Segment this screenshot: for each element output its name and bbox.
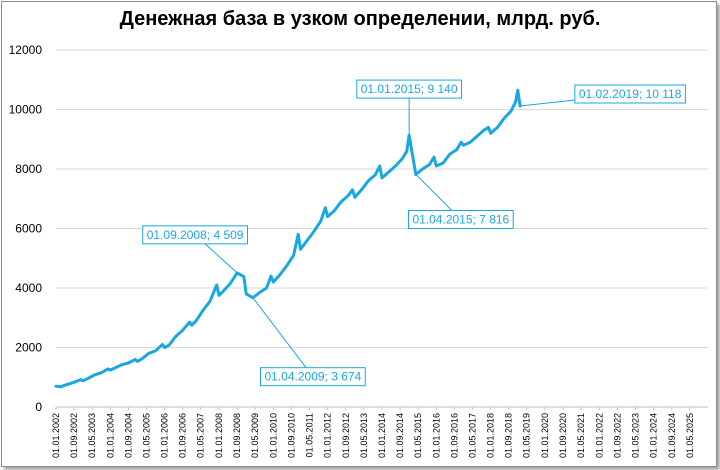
y-tick-labels: 0 2000 4000 6000 8000 10000 12000 xyxy=(9,43,43,414)
x-tick-label: 01.01.2012 xyxy=(323,413,333,458)
x-tick-label: 01.01.2018 xyxy=(486,413,496,458)
annotation-label: 01.04.2009; 3 674 xyxy=(264,370,361,384)
annotations: 01.09.2008; 4 509 01.04.2009; 3 674 01.01.… xyxy=(142,79,686,387)
y-tick-label: 10000 xyxy=(9,103,43,117)
x-tick-label: 01.05.2013 xyxy=(359,413,369,458)
x-tick-label: 01.09.2006 xyxy=(178,413,188,458)
annotation: 01.04.2015; 7 816 xyxy=(407,174,514,229)
x-tick-label: 01.01.2008 xyxy=(214,413,224,458)
x-tick-label: 01.01.2006 xyxy=(160,413,170,458)
annotation-box xyxy=(407,209,514,229)
annotation-box xyxy=(259,367,366,387)
x-tick-label: 01.01.2020 xyxy=(540,413,550,458)
x-tick-label: 01.05.2009 xyxy=(250,413,260,458)
chart-title: Денежная база в узком определении, млрд.… xyxy=(119,8,601,30)
x-tick-label: 01.09.2020 xyxy=(558,413,568,458)
x-tick-label: 01.01.2002 xyxy=(51,413,61,458)
annotation-box xyxy=(356,79,463,99)
y-tick-label: 12000 xyxy=(9,43,43,57)
annotation-box xyxy=(142,225,248,245)
x-tick-label: 01.09.2016 xyxy=(449,413,459,458)
x-tick-label: 01.05.2025 xyxy=(685,413,695,458)
x-tick-label: 01.01.2016 xyxy=(431,413,441,458)
annotation: 01.02.2019; 10 118 xyxy=(520,84,686,107)
y-tick-label: 6000 xyxy=(15,222,42,236)
series-line xyxy=(54,88,522,389)
x-tick-label: 01.09.2004 xyxy=(123,413,133,458)
x-tick-label: 01.01.2010 xyxy=(268,413,278,458)
x-tick-label: 01.05.2021 xyxy=(576,413,586,458)
annotation-label: 01.04.2015; 7 816 xyxy=(412,212,509,226)
x-tick-label: 01.05.2003 xyxy=(87,413,97,458)
y-tick-label: 4000 xyxy=(15,281,42,295)
y-tick-label: 8000 xyxy=(15,162,42,176)
x-tick-label: 01.05.2011 xyxy=(304,413,314,457)
x-tick-label: 01.05.2023 xyxy=(630,413,640,458)
x-tick-label: 01.05.2017 xyxy=(467,413,477,458)
x-tick-label: 01.01.2022 xyxy=(594,413,604,458)
x-axis xyxy=(55,406,708,410)
x-tick-label: 01.09.2012 xyxy=(341,413,351,458)
annotation: 01.09.2008; 4 509 xyxy=(142,225,248,274)
annotation: 01.04.2009; 3 674 xyxy=(252,297,366,387)
annotation-box xyxy=(574,84,686,104)
x-tick-labels: 01.01.2002 01.09.2002 01.05.2003 01.01.2004… xyxy=(51,413,695,458)
x-tick-label: 01.05.2015 xyxy=(413,413,423,458)
annotation-label: 01.01.2015; 9 140 xyxy=(361,82,458,96)
x-tick-label: 01.09.2010 xyxy=(286,413,296,458)
x-tick-label: 01.09.2024 xyxy=(667,413,677,458)
x-tick-label: 01.05.2005 xyxy=(141,413,151,458)
y-tick-label: 2000 xyxy=(15,341,42,355)
x-tick-label: 01.01.2004 xyxy=(105,413,115,458)
x-tick-label: 01.09.2018 xyxy=(504,413,514,458)
x-tick-label: 01.01.2024 xyxy=(649,413,659,458)
x-tick-label: 01.05.2019 xyxy=(522,413,532,458)
x-tick-label: 01.09.2008 xyxy=(232,413,242,458)
x-tick-label: 01.09.2014 xyxy=(395,413,405,458)
x-tick-label: 01.05.2007 xyxy=(196,413,206,458)
annotation-label: 01.02.2019; 10 118 xyxy=(579,87,682,101)
y-tick-label: 0 xyxy=(35,400,42,414)
annotation-leader xyxy=(252,297,314,378)
annotation-label: 01.09.2008; 4 509 xyxy=(147,228,244,242)
annotation: 01.01.2015; 9 140 xyxy=(356,79,463,136)
x-tick-label: 01.09.2022 xyxy=(612,413,622,458)
x-tick-label: 01.01.2014 xyxy=(377,413,387,458)
x-tick-label: 01.09.2002 xyxy=(69,413,79,458)
series-line-group xyxy=(54,88,522,389)
